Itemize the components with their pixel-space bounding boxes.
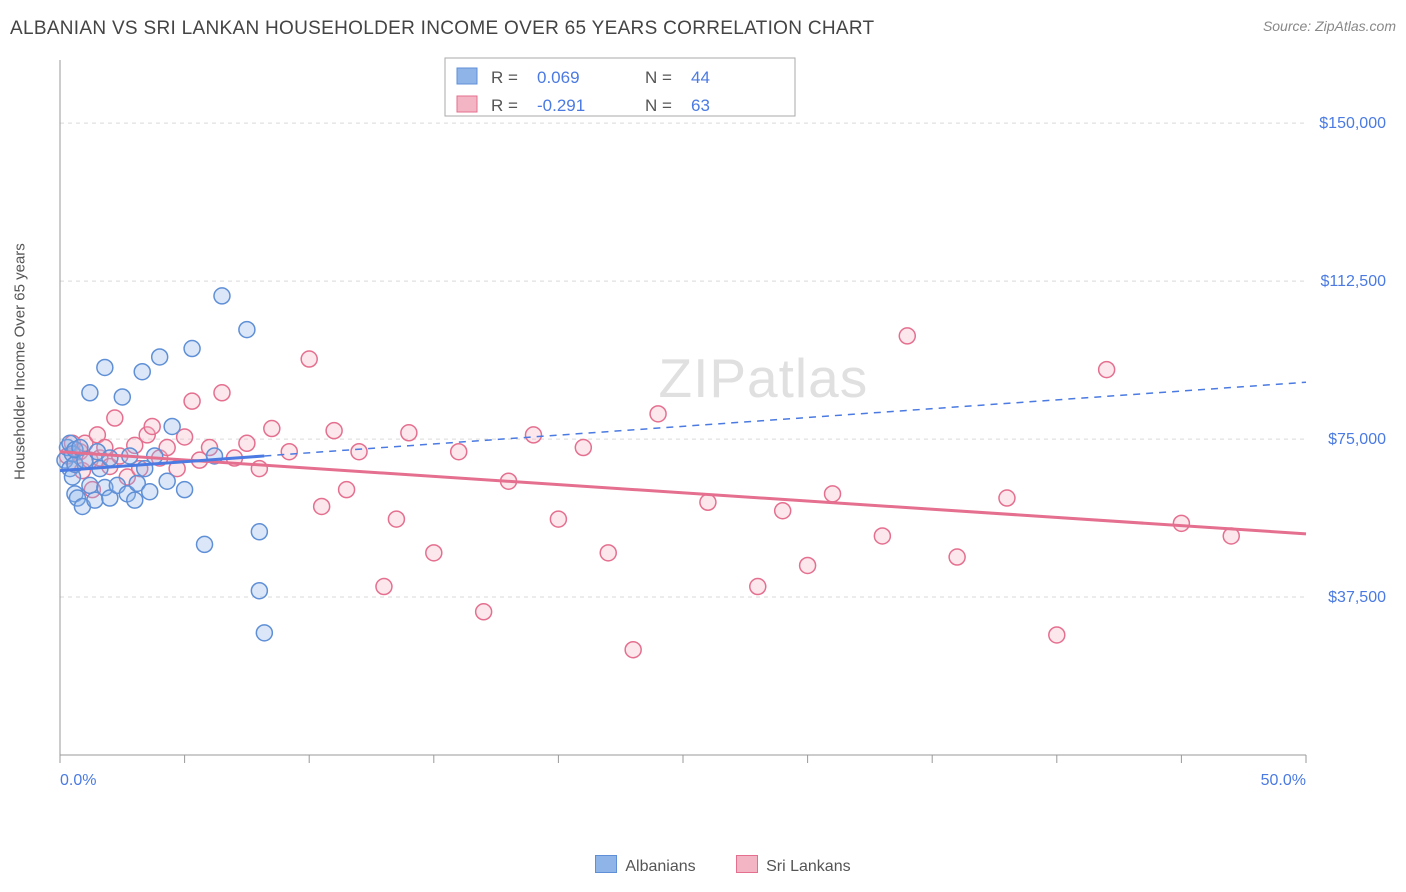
stat-r-label: R =: [491, 96, 518, 115]
data-point: [147, 448, 163, 464]
legend-item-series1: Albanians: [595, 855, 695, 876]
data-point: [251, 524, 267, 540]
data-point: [874, 528, 890, 544]
stat-n-value: 63: [691, 96, 710, 115]
legend-label-series1: Albanians: [625, 858, 695, 875]
data-point: [999, 490, 1015, 506]
data-point: [326, 423, 342, 439]
source-attribution: Source: ZipAtlas.com: [1263, 18, 1396, 34]
data-point: [1049, 627, 1065, 643]
data-point: [239, 322, 255, 338]
stat-n-label: N =: [645, 96, 672, 115]
data-point: [600, 545, 616, 561]
data-point: [525, 427, 541, 443]
data-point: [339, 482, 355, 498]
stat-n-value: 44: [691, 68, 710, 87]
data-point: [301, 351, 317, 367]
y-axis-title: Householder Income Over 65 years: [12, 460, 29, 480]
y-tick-label: $37,500: [1328, 589, 1386, 606]
data-point: [550, 511, 566, 527]
data-point: [239, 435, 255, 451]
data-point: [102, 450, 118, 466]
trend-line-series2: [60, 452, 1306, 534]
data-point: [775, 503, 791, 519]
chart-title: ALBANIAN VS SRI LANKAN HOUSEHOLDER INCOM…: [10, 18, 874, 39]
data-point: [159, 473, 175, 489]
data-point: [134, 364, 150, 380]
data-point: [388, 511, 404, 527]
data-point: [700, 494, 716, 510]
data-point: [750, 579, 766, 595]
x-start-label: 0.0%: [60, 772, 96, 789]
stat-r-value: 0.069: [537, 68, 580, 87]
data-point: [251, 461, 267, 477]
legend-swatch-series2: [736, 855, 758, 873]
data-point: [281, 444, 297, 460]
data-point: [164, 418, 180, 434]
data-point: [401, 425, 417, 441]
legend-item-series2: Sri Lankans: [736, 855, 851, 876]
y-tick-label: $150,000: [1319, 115, 1386, 132]
data-point: [800, 557, 816, 573]
legend-swatch-series1: [595, 855, 617, 873]
legend-label-series2: Sri Lankans: [766, 858, 851, 875]
y-tick-label: $112,500: [1320, 273, 1386, 290]
data-point: [214, 385, 230, 401]
source-name: ZipAtlas.com: [1315, 18, 1396, 34]
y-tick-label: $75,000: [1328, 431, 1386, 448]
stat-n-label: N =: [645, 68, 672, 87]
watermark: ZIPatlas: [659, 347, 869, 409]
data-point: [476, 604, 492, 620]
data-point: [197, 536, 213, 552]
data-point: [97, 359, 113, 375]
data-point: [142, 484, 158, 500]
stat-r-value: -0.291: [537, 96, 585, 115]
x-end-label: 50.0%: [1261, 772, 1306, 789]
data-point: [625, 642, 641, 658]
data-point: [264, 421, 280, 437]
data-point: [1099, 362, 1115, 378]
data-point: [314, 498, 330, 514]
data-point: [144, 418, 160, 434]
data-point: [82, 385, 98, 401]
data-point: [184, 393, 200, 409]
data-point: [650, 406, 666, 422]
data-point: [825, 486, 841, 502]
data-point: [256, 625, 272, 641]
stat-r-label: R =: [491, 68, 518, 87]
data-point: [184, 341, 200, 357]
data-point: [152, 349, 168, 365]
data-point: [949, 549, 965, 565]
data-point: [107, 410, 123, 426]
data-point: [426, 545, 442, 561]
stat-swatch: [457, 68, 477, 84]
data-point: [575, 440, 591, 456]
data-point: [177, 482, 193, 498]
stat-swatch: [457, 96, 477, 112]
data-point: [376, 579, 392, 595]
scatter-plot: $37,500 $75,000 $112,500 $150,000 0.0% 50.0% Z…: [50, 55, 1396, 815]
data-point: [351, 444, 367, 460]
data-point: [214, 288, 230, 304]
data-point: [82, 477, 98, 493]
data-point: [1173, 515, 1189, 531]
data-point: [899, 328, 915, 344]
data-point: [451, 444, 467, 460]
source-prefix: Source:: [1263, 18, 1315, 34]
data-point: [251, 583, 267, 599]
bottom-legend: Albanians Sri Lankans: [50, 855, 1396, 885]
data-point: [114, 389, 130, 405]
data-point: [127, 492, 143, 508]
